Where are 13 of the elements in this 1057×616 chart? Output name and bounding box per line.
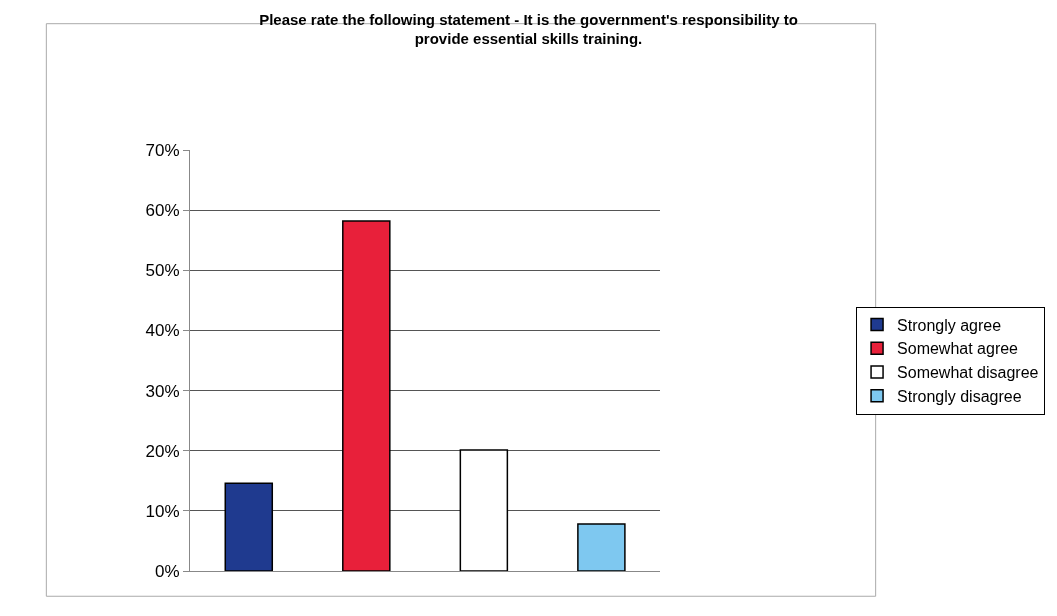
y-tick-label: 30% <box>145 381 180 401</box>
legend-label: Somewhat agree <box>897 340 1019 358</box>
y-tick-label: 70% <box>145 140 180 160</box>
y-tick-label: 50% <box>145 261 180 281</box>
legend-label: Somewhat disagree <box>897 364 1039 382</box>
y-tick-label: 0% <box>155 561 180 581</box>
legend-label: Strongly agree <box>897 316 1002 334</box>
y-tick-label: 60% <box>145 201 180 221</box>
chart-title: Please rate the following statement - It is the government's responsibility to provide essential skills training. <box>259 10 798 48</box>
y-tick-label: 40% <box>145 321 180 341</box>
y-tick-label: 20% <box>145 441 180 461</box>
legend-label: Strongly disagree <box>897 388 1022 406</box>
y-tick-label: 10% <box>145 501 180 521</box>
